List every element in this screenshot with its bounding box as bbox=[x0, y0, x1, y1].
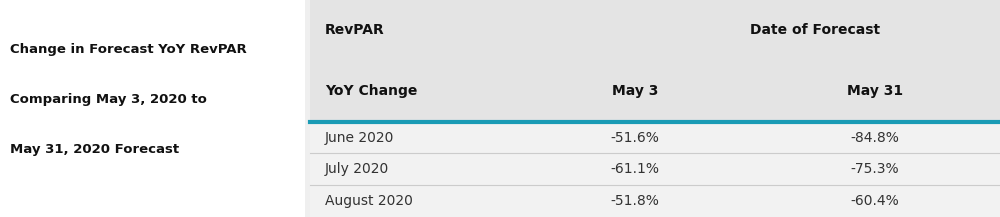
Text: -84.8%: -84.8% bbox=[851, 131, 899, 145]
Text: -51.6%: -51.6% bbox=[611, 131, 659, 145]
Text: Change in Forecast YoY RevPAR: Change in Forecast YoY RevPAR bbox=[10, 43, 247, 56]
Text: May 31, 2020 Forecast: May 31, 2020 Forecast bbox=[10, 143, 179, 156]
Text: -75.3%: -75.3% bbox=[851, 162, 899, 176]
Text: June 2020: June 2020 bbox=[325, 131, 394, 145]
Text: Date of Forecast: Date of Forecast bbox=[750, 23, 880, 37]
Text: August 2020: August 2020 bbox=[325, 194, 413, 208]
Text: RevPAR: RevPAR bbox=[325, 23, 385, 37]
FancyBboxPatch shape bbox=[310, 0, 1000, 61]
Text: July 2020: July 2020 bbox=[325, 162, 389, 176]
FancyBboxPatch shape bbox=[310, 61, 1000, 122]
Text: YoY Change: YoY Change bbox=[325, 84, 417, 98]
Text: -60.4%: -60.4% bbox=[851, 194, 899, 208]
Text: -61.1%: -61.1% bbox=[610, 162, 660, 176]
FancyBboxPatch shape bbox=[0, 0, 305, 217]
Text: -51.8%: -51.8% bbox=[611, 194, 659, 208]
FancyBboxPatch shape bbox=[310, 0, 1000, 217]
Text: May 31: May 31 bbox=[847, 84, 903, 98]
Text: Comparing May 3, 2020 to: Comparing May 3, 2020 to bbox=[10, 93, 207, 106]
Text: May 3: May 3 bbox=[612, 84, 658, 98]
